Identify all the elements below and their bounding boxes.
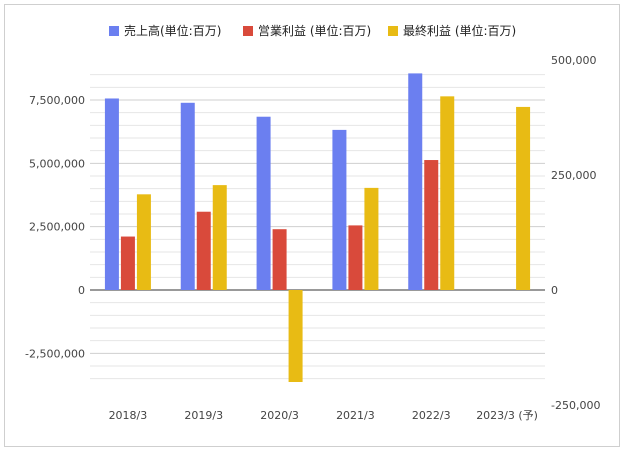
legend-label[interactable]: 営業利益 (単位:百万) [258,23,371,38]
bar-sales[interactable] [256,116,271,290]
right-axis-tick-label: 500,000 [551,54,597,67]
bar-net-profit[interactable] [136,194,151,290]
bar-net-profit[interactable] [364,187,379,290]
x-axis-tick-label: 2018/3 [109,409,148,422]
legend-label[interactable]: 最終利益 (単位:百万) [403,23,516,38]
x-axis-tick-label: 2023/3 (予) [476,409,538,422]
bar-net-profit[interactable] [288,290,303,382]
bar-operating-profit[interactable] [348,225,363,290]
left-axis-tick-label: 2,500,000 [29,221,85,234]
legend-label[interactable]: 売上高(単位:百万) [124,23,221,38]
right-axis-tick-label: -250,000 [551,399,600,412]
bar-sales[interactable] [180,102,195,290]
legend[interactable]: 売上高(単位:百万) 営業利益 (単位:百万) 最終利益 (単位:百万) [109,23,516,38]
left-axis-tick-label: -2,500,000 [25,347,85,360]
combo-bar-chart: -2,500,000 0 2,500,000 5,000,000 7,500,000 -2… [25,23,600,422]
gridlines [90,74,545,380]
bar-net-profit[interactable] [212,185,227,290]
bar-operating-profit[interactable] [424,160,439,290]
x-axis-tick-label: 2019/3 [184,409,223,422]
x-axis-tick-label: 2020/3 [260,409,299,422]
chart-frame: -2,500,000 0 2,500,000 5,000,000 7,500,000 -2… [4,4,620,447]
bar-sales[interactable] [332,129,347,290]
x-axis-tick-label: 2022/3 [412,409,451,422]
bar-net-profit[interactable] [440,96,455,290]
bar-sales[interactable] [408,73,423,291]
left-axis-tick-label: 5,000,000 [29,157,85,170]
left-axis-tick-label: 7,500,000 [29,94,85,107]
legend-swatch[interactable] [243,26,253,36]
left-axis-tick-label: 0 [78,284,85,297]
bar-operating-profit[interactable] [120,236,135,290]
right-axis-tick-label: 250,000 [551,169,597,182]
bar-operating-profit[interactable] [196,211,211,290]
x-axis-tick-label: 2021/3 [336,409,375,422]
bars [104,73,531,382]
bar-sales[interactable] [104,98,119,290]
bar-operating-profit[interactable] [272,229,287,290]
legend-swatch[interactable] [388,26,398,36]
legend-swatch[interactable] [109,26,119,36]
bar-net-profit[interactable] [516,106,531,290]
axes: -2,500,000 0 2,500,000 5,000,000 7,500,000 -2… [25,54,600,422]
right-axis-tick-label: 0 [551,284,558,297]
